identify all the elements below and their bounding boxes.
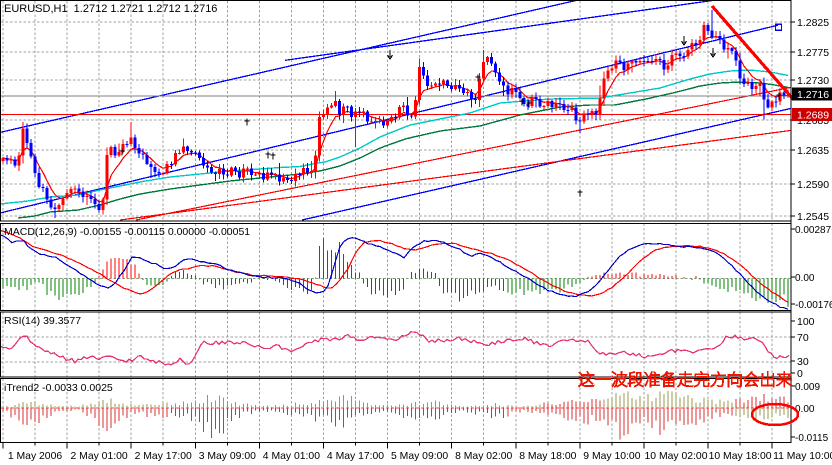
svg-text:-0.0115: -0.0115: [795, 433, 829, 444]
svg-text:1.2775: 1.2775: [797, 47, 829, 59]
svg-text:9 May 10:00: 9 May 10:00: [583, 451, 640, 462]
svg-text:0.00: 0.00: [795, 273, 815, 284]
svg-text:10 May 18:00: 10 May 18:00: [709, 451, 772, 462]
svg-text:1.2590: 1.2590: [797, 179, 829, 191]
svg-text:1.2716: 1.2716: [797, 89, 829, 101]
svg-text:2 May 17:00: 2 May 17:00: [135, 451, 192, 462]
svg-text:4 May 17:00: 4 May 17:00: [327, 451, 384, 462]
svg-text:3 May 09:00: 3 May 09:00: [199, 451, 256, 462]
svg-text:30: 30: [797, 356, 809, 368]
svg-text:5 May 09:00: 5 May 09:00: [391, 451, 448, 462]
svg-text:-0.00176: -0.00176: [795, 300, 832, 311]
svg-text:70: 70: [797, 332, 809, 344]
svg-text:10 May 02:00: 10 May 02:00: [645, 451, 708, 462]
svg-text:EURUSD,H1 1.2712 1.2721 1.271: EURUSD,H1 1.2712 1.2721 1.2712 1.2716: [4, 3, 217, 15]
svg-text:0.009: 0.009: [795, 382, 820, 393]
svg-text:1.2545: 1.2545: [797, 211, 829, 223]
svg-text:1.2635: 1.2635: [797, 145, 829, 157]
svg-text:1 May 2006: 1 May 2006: [8, 451, 63, 462]
svg-text:100: 100: [797, 316, 815, 328]
svg-text:RSI(14) 39.3577: RSI(14) 39.3577: [4, 315, 81, 327]
svg-text:11 May 10:00: 11 May 10:00: [773, 451, 832, 462]
svg-text:4 May 01:00: 4 May 01:00: [263, 451, 320, 462]
svg-text:8 May 18:00: 8 May 18:00: [519, 451, 576, 462]
svg-text:8 May 02:00: 8 May 02:00: [455, 451, 512, 462]
svg-text:0: 0: [797, 368, 803, 380]
svg-text:MACD(12,26,9) -0.00155 -0.0011: MACD(12,26,9) -0.00155 -0.00115 0.00000 …: [4, 226, 250, 238]
svg-text:1.2689: 1.2689: [797, 110, 829, 122]
svg-text:1.2825: 1.2825: [797, 17, 829, 29]
svg-text:iTrend2 -0.0033 0.0025: iTrend2 -0.0033 0.0025: [4, 382, 113, 394]
svg-text:0.00: 0.00: [795, 404, 815, 415]
svg-text:1.2730: 1.2730: [797, 75, 829, 87]
svg-text:0.00287: 0.00287: [795, 225, 832, 236]
svg-text:2 May 01:00: 2 May 01:00: [71, 451, 128, 462]
